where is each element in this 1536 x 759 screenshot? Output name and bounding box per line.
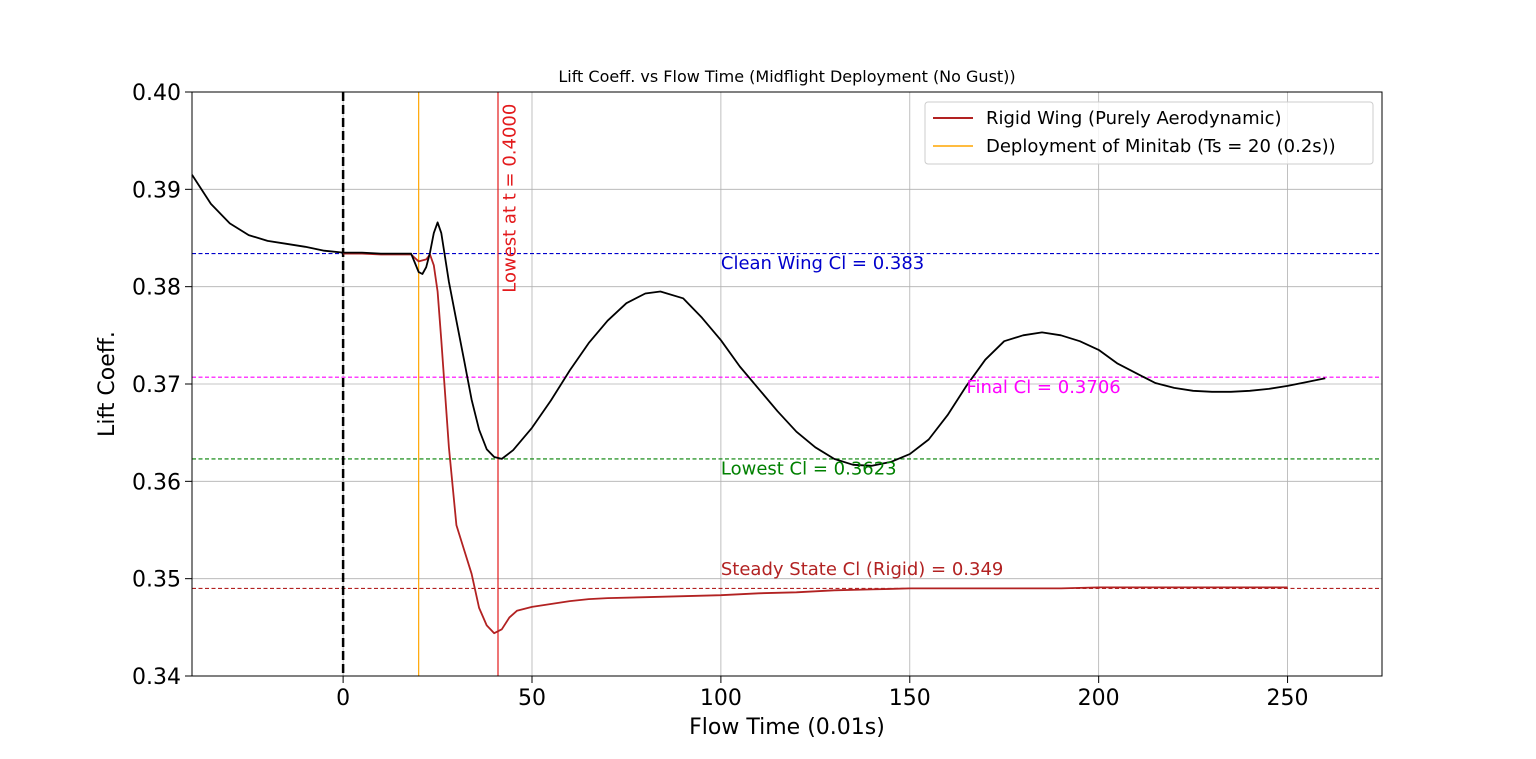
x-tick-label: 100 <box>700 686 742 711</box>
x-tick-label: 250 <box>1267 686 1309 711</box>
lowest-time-annotation: Lowest at t = 0.4000 <box>499 104 520 293</box>
axis-ticks: 0 50 100 150 200 250 0.34 0.35 0.36 0.37 0.38 0.39 0… <box>132 81 1309 711</box>
x-tick-label: 150 <box>889 686 931 711</box>
series <box>191 174 1326 635</box>
y-tick-label: 0.36 <box>132 470 181 495</box>
time-markers <box>341 92 499 676</box>
clean-wing-annotation: Clean Wing Cl = 0.383 <box>721 253 924 274</box>
annotations: Clean Wing Cl = 0.383 Final Cl = 0.3706 … <box>499 104 1120 580</box>
y-tick-label: 0.35 <box>132 568 181 593</box>
x-tick-label: 50 <box>518 686 546 711</box>
y-tick-label: 0.34 <box>132 665 181 690</box>
x-tick-label: 0 <box>336 686 350 711</box>
steady-state-annotation: Steady State Cl (Rigid) = 0.349 <box>721 559 1004 580</box>
y-tick-label: 0.40 <box>132 81 181 106</box>
y-tick-label: 0.39 <box>132 178 181 203</box>
legend-label-deployment: Deployment of Minitab (Ts = 20 (0.2s)) <box>986 136 1336 157</box>
y-tick-label: 0.37 <box>132 373 181 398</box>
lowest-cl-annotation: Lowest Cl = 0.3623 <box>721 459 897 480</box>
chart-title: Lift Coeff. vs Flow Time (Midflight Depl… <box>558 67 1015 86</box>
y-axis-title: Lift Coeff. <box>95 331 120 437</box>
x-tick-label: 200 <box>1078 686 1120 711</box>
series-line-1 <box>191 174 1326 467</box>
final-cl-annotation: Final Cl = 0.3706 <box>966 377 1120 398</box>
x-axis-title: Flow Time (0.01s) <box>689 715 885 740</box>
legend-label-rigid-wing: Rigid Wing (Purely Aerodynamic) <box>986 108 1282 129</box>
y-tick-label: 0.38 <box>132 276 181 301</box>
legend: Rigid Wing (Purely Aerodynamic) Deployme… <box>924 101 1374 165</box>
legend-box <box>924 101 1374 165</box>
series-line-0 <box>343 252 1288 635</box>
